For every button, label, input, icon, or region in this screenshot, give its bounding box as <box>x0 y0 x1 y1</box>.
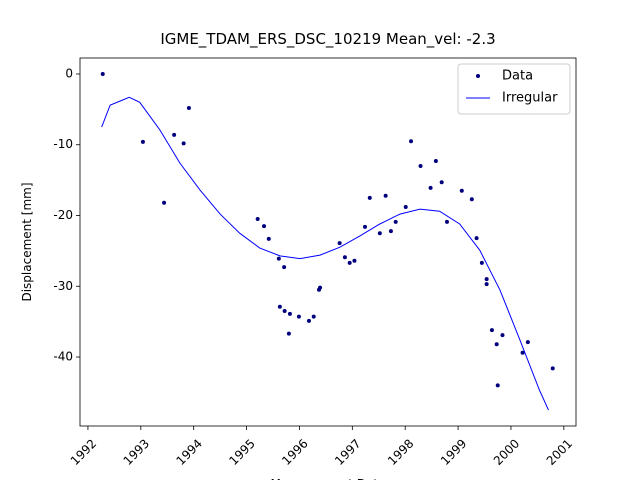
data-point <box>140 139 145 144</box>
data-point <box>255 217 260 222</box>
data-point <box>337 241 342 246</box>
data-point <box>495 383 500 388</box>
data-point <box>409 139 414 144</box>
data-point <box>388 229 393 234</box>
data-point <box>484 277 489 282</box>
y-tick-label: -30 <box>53 279 73 293</box>
data-point <box>347 260 352 265</box>
x-axis-label: Measurement Date <box>271 477 386 480</box>
data-point <box>277 304 282 309</box>
data-point <box>494 342 499 347</box>
legend-label: Irregular <box>502 91 558 106</box>
data-point <box>342 255 347 260</box>
data-point <box>479 260 484 265</box>
data-point <box>525 340 530 345</box>
y-tick-label: -10 <box>53 137 73 151</box>
data-point <box>172 132 177 137</box>
data-point <box>500 333 505 338</box>
data-point <box>282 309 287 314</box>
data-point <box>296 314 301 319</box>
data-point <box>474 236 479 241</box>
data-point <box>377 231 382 236</box>
data-point <box>444 219 449 224</box>
data-point <box>367 195 372 200</box>
data-point <box>459 188 464 193</box>
data-point <box>266 236 271 241</box>
legend-marker <box>476 74 480 78</box>
data-point <box>433 159 438 164</box>
data-point <box>306 318 311 323</box>
data-point <box>484 282 489 287</box>
data-point <box>489 328 494 333</box>
legend-box <box>457 63 571 115</box>
data-point <box>100 71 105 76</box>
data-point <box>393 219 398 224</box>
data-point <box>469 197 474 202</box>
y-tick-label: -40 <box>53 350 73 364</box>
data-point <box>318 285 323 290</box>
y-axis-label: Displacement [mm] <box>20 182 34 301</box>
fit-line <box>101 96 549 411</box>
data-point <box>262 224 267 229</box>
data-point <box>403 205 408 210</box>
data-point <box>282 265 287 270</box>
data-point <box>181 141 186 146</box>
legend-label: Data <box>502 69 533 84</box>
data-point <box>439 180 444 185</box>
data-point <box>428 185 433 190</box>
data-point <box>186 105 191 110</box>
data-point <box>418 163 423 168</box>
data-point <box>311 314 316 319</box>
plot-frame <box>79 57 577 427</box>
y-tick-label: -20 <box>53 208 73 222</box>
data-point <box>276 256 281 261</box>
data-point <box>520 350 525 355</box>
data-point <box>383 193 388 198</box>
data-point <box>162 200 167 205</box>
y-tick-label: 0 <box>65 66 73 80</box>
chart-title: IGME_TDAM_ERS_DSC_10219 Mean_vel: -2.3 <box>160 30 495 49</box>
data-point <box>550 366 555 371</box>
data-point <box>352 258 357 263</box>
data-point <box>363 224 368 229</box>
data-point <box>287 311 292 316</box>
data-point <box>286 331 291 336</box>
